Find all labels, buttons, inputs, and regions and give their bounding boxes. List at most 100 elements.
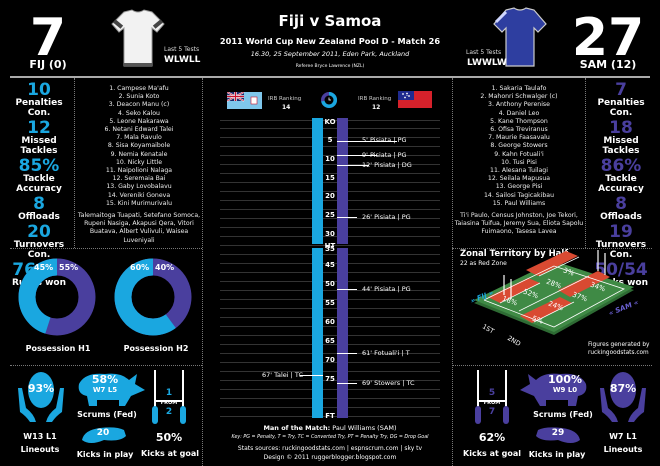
referee: Referee Bryce Lawrence (NZL)	[295, 64, 365, 69]
tick-35: 35	[325, 245, 335, 253]
footer-sources: Stats sources: ruckingoodstats.com | esp…	[237, 445, 423, 452]
fiji-player: 4. Seko Kalou	[118, 109, 160, 117]
tick: 50	[325, 280, 335, 288]
samoa-player: 1. Sakaria Taulafo	[491, 85, 547, 92]
fiji-kicks-in-play: 20	[96, 428, 110, 438]
tick: 55	[325, 299, 335, 307]
fiji-goals-attempted: 2	[165, 407, 173, 417]
fiji-player: 13. Gaby Lovobalavu	[106, 183, 172, 191]
divider	[10, 365, 202, 366]
possession-h2-label: Possession H2	[123, 344, 189, 353]
fiji-turnovers-value: 20	[27, 222, 51, 242]
tick: 70	[325, 356, 335, 364]
fiji-scrums-label: Scrums (Fed)	[77, 410, 137, 419]
fiji-player: 1. Campese Ma'afu	[109, 85, 169, 92]
samoa-goals-label: Kicks at goal	[463, 449, 521, 458]
samoa-team-label: SAM (12)	[579, 58, 637, 71]
samoa-substitutes: Ti'i Paulo, Census Johnston, Joe Tekori,…	[454, 212, 584, 236]
motm-label: Man of the Match:	[263, 424, 331, 432]
possession-h2-donut	[114, 258, 192, 336]
samoa-timeline-bar-h2	[337, 248, 348, 418]
fiji-player: 5. Leone Nakarawa	[109, 117, 169, 125]
samoa-player: 3. Anthony Perenise	[488, 101, 550, 109]
samoa-kicks-in-play: 29	[551, 428, 565, 438]
samoa-player: 7. Maurie Faasavalu	[488, 134, 550, 142]
fiji-missed-tackles-label: Missed Tackles	[20, 136, 58, 156]
fiji-turnovers-label: Turnovers Con.	[13, 240, 65, 260]
tick: 45	[325, 261, 335, 269]
match-datetime: 16.30, 25 September 2011, Eden Park, Auc…	[250, 50, 410, 58]
fiji-score-event: 67' Talei | TC	[262, 371, 304, 379]
fiji-player: 6. Netani Edward Talei	[104, 126, 174, 134]
samoa-score: 27	[571, 8, 645, 68]
samoa-lineout-hands-icon	[598, 370, 648, 426]
samoa-missed-tackles-value: 18	[609, 118, 633, 138]
samoa-score-event: 12' Pisiata | DG	[362, 161, 412, 169]
footer-design-credit: Design © 2011 ruggerblogger.blogspot.com	[263, 454, 397, 461]
tick: 60	[325, 318, 335, 326]
fiji-player: 8. Sisa Koyamaibole	[107, 142, 171, 150]
divider	[10, 248, 202, 249]
samoa-score-event: 61' Fotuali'i | T	[362, 349, 410, 357]
samoa-turnovers-value: 19	[609, 222, 633, 242]
tick: 15	[325, 174, 335, 182]
samoa-goals-from: FROM	[483, 400, 501, 406]
territory-title: Zonal Territory by Half	[460, 249, 569, 259]
fiji-player: 11. Naipolioni Nalaga	[105, 167, 173, 175]
samoa-tackle-accuracy-label: Tackle Accuracy	[598, 174, 644, 194]
fiji-lineouts-pct: 93%	[27, 382, 55, 395]
samoa-last5-label: Last 5 Tests	[466, 49, 502, 56]
fiji-offloads-label: Offloads	[18, 212, 60, 222]
fiji-player: 14. Vereniki Goneva	[107, 191, 171, 199]
samoa-scrums-label: Scrums (Fed)	[533, 410, 593, 419]
samoa-last5-value: LWWLW	[467, 58, 507, 68]
possession-h1-donut	[18, 258, 96, 336]
fiji-timeline-bar-h1	[312, 118, 323, 244]
fiji-missed-tackles-value: 12	[27, 118, 51, 138]
samoa-player: 2. Mahonri Schwalger (c)	[480, 93, 558, 101]
samoa-player: 10. Tusi Pisi	[501, 158, 537, 166]
fiji-scrum-rhino-icon	[75, 370, 147, 410]
samoa-tackle-accuracy-value: 86%	[600, 156, 642, 176]
samoa-goals-attempted: 7	[488, 407, 496, 417]
samoa-lineouts-pct: 87%	[609, 382, 637, 395]
fiji-flag-icon	[226, 91, 262, 109]
fiji-penalties-value: 10	[27, 80, 51, 100]
fiji-timeline-bar-h2	[312, 248, 323, 418]
samoa-player: 9. Kahn Fotuali'i	[494, 150, 544, 158]
samoa-kicks-in-play-label: Kicks in play	[528, 450, 586, 459]
territory-credit: Figures generated by ruckingoodstats.com	[588, 342, 650, 356]
samoa-player: 15. Paul Williams	[492, 199, 546, 207]
timeline: KO 5 10 15 20 25 30 35 35 35 35 35 35 HT…	[220, 118, 440, 420]
fiji-kick-icon	[80, 424, 128, 446]
samoa-score-event: 26' Pisiata | PG	[362, 213, 411, 221]
fiji-lineouts-wl: W13 L1	[23, 432, 57, 441]
samoa-irb-value: 12	[372, 104, 381, 111]
fiji-goals-made: 1	[165, 388, 173, 398]
samoa-lineouts-wl: W7 L1	[609, 432, 637, 441]
divider	[74, 78, 75, 248]
fiji-scrums-wl: W7 L5	[92, 386, 118, 394]
samoa-lineouts-label: Lineouts	[603, 445, 643, 454]
samoa-offloads-value: 8	[615, 194, 627, 214]
fiji-irb-label: IRB Ranking	[268, 96, 302, 102]
clock-icon	[320, 91, 338, 109]
samoa-offloads-label: Offloads	[600, 212, 642, 222]
footer-key: Key: PG = Penalty, T = Try, TC = Convert…	[231, 435, 429, 440]
fiji-scrums-pct: 58%	[91, 373, 119, 386]
fiji-tackle-accuracy-value: 85%	[18, 156, 60, 176]
fiji-possession-h1: 45%	[34, 263, 54, 272]
divider	[452, 78, 453, 466]
samoa-goalposts-icon	[475, 370, 509, 426]
tick: 75	[325, 375, 335, 383]
samoa-scrums-wl: W9 L0	[552, 386, 578, 394]
fiji-goals-from: FROM	[160, 400, 178, 406]
fiji-score: 7	[29, 8, 67, 68]
fiji-goals-pct: 50%	[155, 431, 183, 444]
tick: 5	[327, 136, 333, 144]
samoa-goals-pct: 62%	[478, 431, 506, 444]
fiji-goals-label: Kicks at goal	[141, 449, 199, 458]
samoa-scrum-rhino-icon	[518, 370, 590, 410]
fiji-lineouts-label: Lineouts	[20, 445, 60, 454]
samoa-player: 6. Ofisa Treviranus	[490, 126, 548, 134]
